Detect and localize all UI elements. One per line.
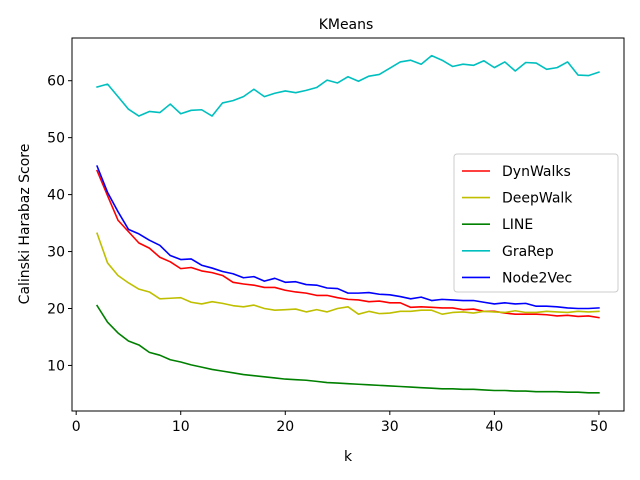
x-tick-label: 20 xyxy=(276,419,294,435)
series-line-node2vec xyxy=(96,165,600,310)
x-axis: 0 10 20 30 40 50 xyxy=(72,411,608,435)
y-tick-label: 50 xyxy=(47,131,65,147)
x-tick-label: 40 xyxy=(485,419,503,435)
chart-title: KMeans xyxy=(319,17,374,33)
series-line-dynwalks xyxy=(96,169,600,319)
y-tick-label: 30 xyxy=(47,245,65,261)
legend-label-grarep: GraRep xyxy=(502,244,554,260)
legend-box xyxy=(453,153,619,293)
y-tick-label: 60 xyxy=(47,74,65,90)
series-line-grarep xyxy=(96,54,600,117)
y-tick-label: 40 xyxy=(47,188,65,204)
y-axis: 10 20 30 40 50 60 xyxy=(47,74,72,374)
series-line-deepwalk xyxy=(96,232,600,315)
x-tick-label: 50 xyxy=(590,419,608,435)
y-tick-label: 10 xyxy=(47,358,65,374)
series-line-line xyxy=(95,304,600,394)
legend-label-dynwalks: DynWalks xyxy=(502,164,571,180)
y-axis-label: Calinski Harabaz Score xyxy=(17,144,33,305)
legend-label-line: LINE xyxy=(502,217,533,233)
y-tick-label: 20 xyxy=(47,301,65,317)
x-tick-label: 10 xyxy=(172,419,190,435)
legend-label-node2vec: Node2Vec xyxy=(502,270,572,286)
legend: DynWalks DeepWalk LINE GraRep Node2Vec xyxy=(453,153,619,293)
plot-frame xyxy=(71,37,625,412)
x-axis-label: k xyxy=(344,449,353,465)
plot-lines xyxy=(95,54,600,394)
x-tick-label: 0 xyxy=(72,419,81,435)
x-tick-label: 30 xyxy=(381,419,399,435)
legend-label-deepwalk: DeepWalk xyxy=(502,191,573,207)
